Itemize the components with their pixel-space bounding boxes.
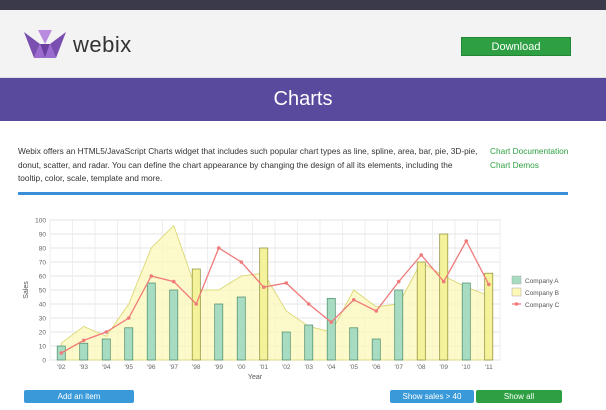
y-tick-label: 60 [39, 274, 47, 281]
bar-company-a [349, 327, 359, 361]
bar-company-a [169, 289, 179, 361]
x-tick-label: '01 [260, 364, 269, 371]
show-sales-filter-button[interactable]: Show sales > 40 [390, 390, 474, 403]
x-tick-label: '00 [237, 364, 246, 371]
legend-label: Company C [525, 302, 560, 309]
point-company-c [374, 309, 379, 313]
legend-label: Company B [525, 290, 559, 297]
bar-company-a [79, 342, 89, 361]
y-tick-label: 0 [42, 358, 46, 365]
x-tick-label: '94 [102, 364, 111, 371]
bar-company-a [461, 282, 471, 361]
point-company-c [171, 279, 176, 284]
legend-swatch [511, 275, 522, 285]
chart-demos-link[interactable]: Chart Demos [490, 159, 539, 170]
site-header: webix Download [0, 10, 606, 78]
point-company-c [216, 246, 221, 250]
x-tick-label: '98 [192, 364, 201, 371]
point-company-c [261, 285, 266, 289]
line-series-company-c [60, 239, 490, 354]
x-tick-label: '10 [462, 364, 471, 371]
bar-company-a [416, 261, 426, 361]
bar-company-a [146, 282, 156, 361]
x-tick-label: '03 [305, 364, 314, 371]
doc-links: Chart Documentation Chart Demos [490, 145, 568, 172]
area-series-company-b [60, 224, 490, 361]
point-company-c [464, 239, 469, 243]
x-tick-label: '06 [372, 364, 381, 371]
bar-company-a [259, 247, 269, 361]
page-banner: Charts [0, 78, 606, 121]
bar-company-a [326, 298, 336, 361]
y-axis-title: Sales [23, 281, 30, 299]
x-tick-label: '11 [485, 364, 493, 371]
webix-logo-icon[interactable] [24, 28, 66, 62]
section-divider [18, 192, 568, 195]
point-company-c [81, 338, 86, 343]
bar-company-a [191, 268, 201, 361]
point-company-c [306, 302, 311, 306]
intro-text: Webix offers an HTML5/JavaScript Charts … [18, 146, 478, 183]
x-tick-label: '09 [440, 364, 449, 371]
y-tick-label: 100 [35, 218, 46, 225]
point-company-c [284, 281, 289, 285]
bar-company-a [281, 331, 291, 361]
legend-label: Company A [525, 278, 559, 285]
x-tick-label: '95 [125, 364, 134, 371]
x-tick-label: '04 [327, 364, 336, 371]
point-company-c [396, 279, 401, 284]
sales-chart: 0 10 20 30 40 50 60 70 80 90 100 '92 '93 '94 '95 '96 '97… [23, 218, 560, 382]
show-all-button[interactable]: Show all [476, 390, 562, 403]
y-tick-label: 50 [39, 288, 47, 295]
point-company-c [194, 302, 199, 306]
point-company-c [239, 260, 244, 264]
legend-swatch [511, 287, 522, 297]
chart-documentation-link[interactable]: Chart Documentation [490, 146, 569, 156]
bar-company-a [236, 296, 246, 361]
x-tick-label: '96 [147, 364, 156, 371]
point-company-c [126, 316, 131, 320]
bar-company-a [394, 289, 404, 361]
bar-company-a [484, 272, 494, 361]
y-tick-label: 20 [39, 330, 47, 337]
x-tick-label: '97 [170, 364, 179, 371]
point-company-c [486, 282, 491, 287]
x-axis-title: Year [248, 374, 263, 381]
point-company-c [419, 253, 424, 257]
x-tick-label: '05 [350, 364, 359, 371]
y-tick-label: 40 [39, 302, 47, 309]
brand-name[interactable]: webix [73, 32, 132, 57]
x-tick-label: '08 [417, 364, 426, 371]
bar-company-a [214, 303, 224, 361]
bar-company-a [124, 327, 134, 361]
y-tick-label: 80 [39, 246, 47, 253]
bar-company-a [304, 324, 314, 361]
download-button[interactable]: Download [461, 37, 571, 56]
chart-container: 0 10 20 30 40 50 60 70 80 90 100 '92 '93 '94 '95 '96 '97… [18, 210, 568, 386]
point-company-c [104, 330, 109, 334]
x-tick-label: '02 [282, 364, 291, 371]
y-tick-label: 30 [39, 316, 47, 323]
x-tick-label: '07 [395, 364, 404, 371]
page-title: Charts [273, 88, 333, 110]
bar-company-a [101, 338, 111, 361]
point-company-c [59, 351, 64, 355]
top-strip [0, 0, 606, 10]
point-company-c [441, 279, 446, 284]
point-company-c [329, 320, 334, 324]
legend-swatch-point [514, 302, 519, 306]
y-tick-label: 70 [39, 260, 47, 267]
bar-company-a [371, 338, 381, 361]
x-tick-label: '93 [80, 364, 89, 371]
y-tick-label: 10 [39, 344, 47, 351]
add-item-button[interactable]: Add an item [24, 390, 134, 403]
y-tick-label: 90 [39, 232, 47, 239]
point-company-c [149, 274, 154, 278]
point-company-c [351, 298, 356, 302]
x-tick-label: '99 [215, 364, 224, 371]
x-tick-label: '92 [57, 364, 66, 371]
bar-company-a [439, 233, 449, 361]
